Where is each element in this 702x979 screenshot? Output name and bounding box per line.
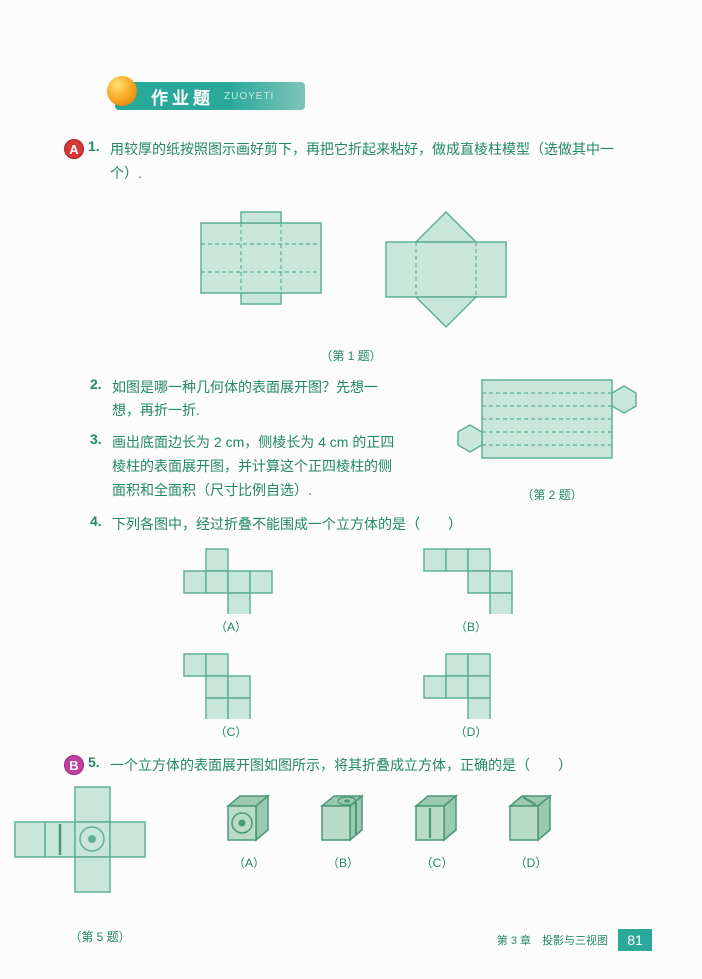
p1-text: 用较厚的纸按照图示画好剪下，再把它折起来粘好，做成直棱柱模型（选做其中一个）. xyxy=(110,138,642,186)
p5-number: 5. xyxy=(88,754,110,778)
p5-caption: （第 5 题） xyxy=(10,928,190,945)
p4-number: 4. xyxy=(90,513,112,537)
p4-option-a: （A） xyxy=(176,544,286,635)
p5-label-a: （A） xyxy=(220,854,278,871)
footer-chapter: 第 3 章 投影与三视图 xyxy=(497,932,608,948)
p4-option-b: （B） xyxy=(416,544,526,635)
p3-number: 3. xyxy=(90,431,112,502)
header-icon xyxy=(107,76,137,106)
p5-option-a: （A） xyxy=(220,792,278,871)
p4-option-d: （D） xyxy=(416,649,526,740)
p5-text: 一个立方体的表面展开图如图所示，将其折叠成立方体，正确的是（ ） xyxy=(110,754,642,778)
p5-label-b: （B） xyxy=(314,854,372,871)
p4-label-b: （B） xyxy=(416,618,526,635)
badge-a: A xyxy=(64,139,84,159)
p2-caption: （第 2 题） xyxy=(452,486,652,503)
p3-text: 画出底面边长为 2 cm，侧棱长为 4 cm 的正四棱柱的表面展开图，并计算这个… xyxy=(112,431,400,502)
p4-label-d: （D） xyxy=(416,723,526,740)
p2-number: 2. xyxy=(90,376,112,424)
p2-text: 如图是哪一种几何体的表面展开图？先想一想，再折一折. xyxy=(112,376,400,424)
p1-figures xyxy=(60,208,642,333)
p1-caption: （第 1 题） xyxy=(60,347,642,364)
triangular-prism-net xyxy=(376,208,516,333)
header-band: 作业题 ZUOYETI xyxy=(115,82,305,110)
header-subtitle: ZUOYETI xyxy=(224,91,274,102)
p5-option-d: （D） xyxy=(502,792,560,871)
header-title: 作业题 xyxy=(151,84,214,109)
p5-option-c: （C） xyxy=(408,792,466,871)
p4-text: 下列各图中，经过折叠不能围成一个立方体的是（ ） xyxy=(112,513,642,537)
p5-option-b: （B） xyxy=(314,792,372,871)
p5-label-d: （D） xyxy=(502,854,560,871)
p4-label-c: （C） xyxy=(176,723,286,740)
p5-net-figure: （第 5 题） xyxy=(10,782,190,945)
badge-b: B xyxy=(64,755,84,775)
page-number: 81 xyxy=(618,929,652,951)
p5-label-c: （C） xyxy=(408,854,466,871)
p2-figure: （第 2 题） xyxy=(452,372,652,503)
p4-option-c: （C） xyxy=(176,649,286,740)
page-footer: 第 3 章 投影与三视图 81 xyxy=(497,929,652,951)
cuboid-net xyxy=(186,208,336,318)
p1-number: 1. xyxy=(88,138,110,186)
p4-label-a: （A） xyxy=(176,618,286,635)
